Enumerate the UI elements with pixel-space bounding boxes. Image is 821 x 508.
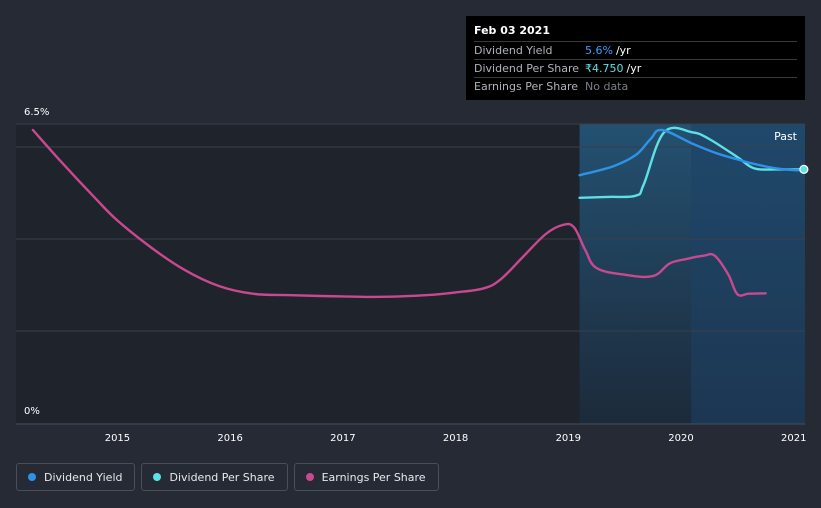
tooltip-value: ₹4.750 <box>585 62 624 75</box>
tooltip-unit: /yr <box>626 62 642 75</box>
x-tick-label: 2015 <box>105 433 130 444</box>
y-axis-bottom-label: 0% <box>24 406 40 417</box>
x-tick-label: 2020 <box>668 433 693 444</box>
tooltip-unit: /yr <box>615 44 631 57</box>
tooltip-value: 5.6% <box>585 44 613 57</box>
x-tick-label: 2019 <box>556 433 581 444</box>
earnings-per-share-line <box>31 128 767 299</box>
dividend-per-share-line <box>578 126 806 199</box>
tooltip-date: Feb 03 2021 <box>474 24 797 42</box>
legend-item-dividend-per-share[interactable]: Dividend Per Share <box>141 463 288 491</box>
x-tick-label: 2017 <box>330 433 355 444</box>
x-tick-label: 2021 <box>781 433 806 444</box>
y-axis-top-label: 6.5% <box>24 107 50 118</box>
tooltip-panel: Feb 03 2021 Dividend Yield 5.6% /yr Divi… <box>466 16 805 100</box>
earnings-per-share-dot-icon <box>305 473 314 481</box>
tooltip-label: Earnings Per Share <box>474 80 579 93</box>
tooltip-label: Dividend Yield <box>474 44 553 57</box>
legend-label: Earnings Per Share <box>321 470 426 484</box>
legend-item-dividend-yield[interactable]: Dividend Yield <box>16 463 136 491</box>
x-tick-label: 2018 <box>443 433 468 444</box>
tooltip-value: No data <box>585 80 629 93</box>
chart-legend: Dividend Yield Dividend Per Share Earnin… <box>16 463 439 491</box>
dividend-yield-line <box>578 128 806 177</box>
tooltip-label: Dividend Per Share <box>474 62 580 75</box>
tooltip-row-dividend-yield: Dividend Yield 5.6% /yr <box>474 42 797 60</box>
past-period-area <box>691 124 805 424</box>
past-label: Past <box>774 130 798 143</box>
tooltip-row-dividend-per-share: Dividend Per Share ₹4.750 /yr <box>474 60 797 78</box>
dividend-per-share-dot-icon <box>153 473 162 481</box>
legend-label: Dividend Yield <box>44 470 123 484</box>
legend-label: Dividend Per Share <box>169 470 275 484</box>
dividend-yield-dot-icon <box>28 473 36 481</box>
x-tick-label: 2016 <box>217 433 242 444</box>
tooltip-row-earnings-per-share: Earnings Per Share No data <box>474 78 797 95</box>
dividend-per-share-end-marker <box>799 164 809 174</box>
legend-item-earnings-per-share[interactable]: Earnings Per Share <box>293 463 439 491</box>
